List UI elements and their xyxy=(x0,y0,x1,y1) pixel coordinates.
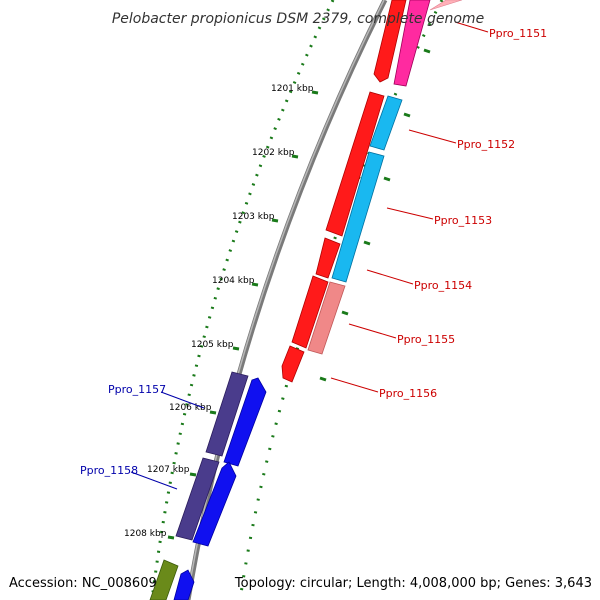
gene-arrow[interactable] xyxy=(281,345,305,383)
scale-label: 1207 kbp xyxy=(147,465,190,475)
gene-arrow[interactable] xyxy=(307,281,346,355)
map-title: Pelobacter propionicus DSM 2379, complet… xyxy=(112,11,484,27)
scale-track xyxy=(150,0,335,600)
gene-arrow[interactable] xyxy=(315,237,341,279)
gene-arrow[interactable] xyxy=(223,377,267,467)
gene-label[interactable]: Ppro_1153 xyxy=(434,214,492,227)
scale-label: 1202 kbp xyxy=(252,148,295,158)
gene-label[interactable]: Ppro_1152 xyxy=(457,138,515,151)
gene-label[interactable]: Ppro_1154 xyxy=(414,279,472,292)
gene-arrow[interactable] xyxy=(175,457,220,541)
scale-label: 1205 kbp xyxy=(191,340,234,350)
gene-labels: Ppro_1151 Ppro_1152 Ppro_1153 Ppro_1154 … xyxy=(80,27,547,477)
genome-summary-text: Topology: circular; Length: 4,008,000 bp… xyxy=(234,576,592,591)
forward-genes-ring2 xyxy=(307,0,463,355)
scale-label: 1203 kbp xyxy=(232,212,275,222)
gene-label[interactable]: Ppro_1156 xyxy=(379,387,437,400)
forward-genes-ring1 xyxy=(281,0,407,383)
gene-arrow[interactable] xyxy=(149,559,179,600)
outer-ticks xyxy=(319,48,431,382)
scale-label: 1206 kbp xyxy=(169,403,212,413)
gene-arrow[interactable] xyxy=(373,0,407,83)
gene-arrow[interactable] xyxy=(429,0,463,11)
gene-label[interactable]: Ppro_1157 xyxy=(108,383,166,396)
gene-arrow[interactable] xyxy=(192,461,237,547)
scale-label: 1204 kbp xyxy=(212,276,255,286)
leader-lines xyxy=(130,21,489,490)
gene-arrow[interactable] xyxy=(173,569,195,600)
gene-arrow[interactable] xyxy=(369,95,403,151)
gene-label[interactable]: Ppro_1158 xyxy=(80,464,138,477)
reverse-genes xyxy=(149,371,267,600)
scale-ticks xyxy=(167,90,319,540)
scale-label: 1208 kbp xyxy=(124,529,167,539)
gene-label[interactable]: Ppro_1155 xyxy=(397,333,455,346)
scale-label: 1201 kbp xyxy=(271,84,314,94)
accession-text: Accession: NC_008609 xyxy=(9,576,157,591)
gene-arrow[interactable] xyxy=(393,0,431,87)
gene-arrow[interactable] xyxy=(325,91,385,237)
gene-arrow[interactable] xyxy=(331,151,385,283)
gene-arrow[interactable] xyxy=(205,371,249,457)
gene-label[interactable]: Ppro_1151 xyxy=(489,27,547,40)
scale-labels: 1201 kbp 1202 kbp 1203 kbp 1204 kbp 1205… xyxy=(124,84,314,539)
gene-arrow[interactable] xyxy=(291,275,329,349)
